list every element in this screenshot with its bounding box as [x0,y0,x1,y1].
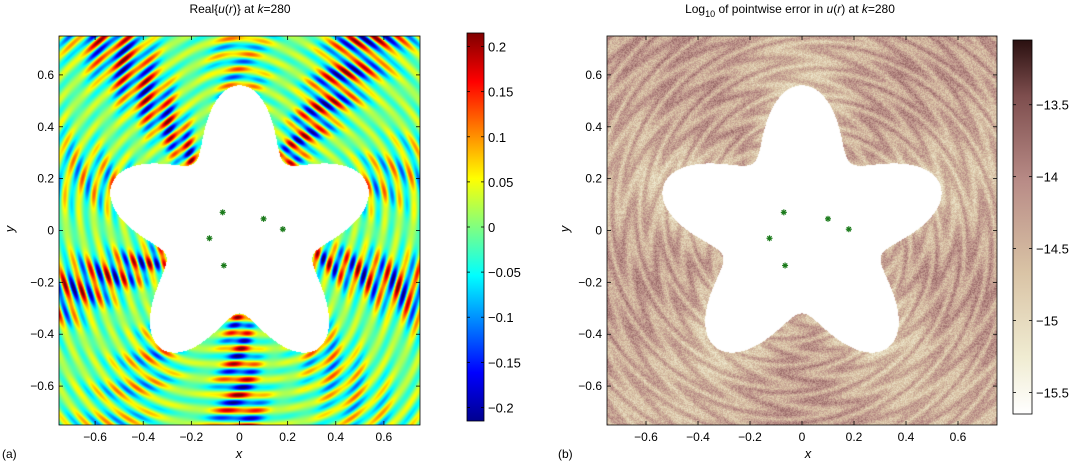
panel-b-source-point [766,235,773,242]
panel-a-xtick-label: −0.4 [131,430,155,444]
panel-a-colorbar: 0.2 0.15 0.1 0.05 0 −0.05 −0.1 −0.15 −0.2 [466,32,521,422]
panel-b-colorbar-ticks: −13.5 −14 −14.5 −15 −15.5 [1013,98,1069,400]
panel-a-xtick-label: 0.2 [279,430,296,444]
panel-a-ytick-label: 0 [47,224,54,238]
panel-a-ytick-label: 0.2 [37,172,54,186]
panel-a-xtick-label: −0.2 [180,430,204,444]
panel-a-ytick-label: −0.4 [30,327,54,341]
panel-a-label: (a) [2,447,17,461]
panel-b-ytick-label: 0.2 [585,172,602,186]
panel-b-ylabel: y [557,224,572,233]
panel-b-colorbar-tick-label: −13.5 [1036,98,1069,113]
panel-a-colorbar-tick-label: 0.1 [488,130,506,145]
panel-b: Log10 of pointwise error in u(r) at k=28… [557,2,1069,461]
panel-b-source-markers [766,209,852,269]
panel-b-label: (b) [558,447,573,461]
panel-a-colorbar-tick-label: −0.1 [488,310,514,325]
panel-b-colorbar: −13.5 −14 −14.5 −15 −15.5 [1012,39,1069,415]
panel-a-source-point [279,226,286,233]
panel-a: Real{u(r)} at k=280 −0.6 −0.4 −0.2 0 0.2 0.4 0… [2,2,521,461]
panel-b-xtick-label: −0.2 [738,430,762,444]
panel-a-title: Real{u(r)} at k=280 [189,2,290,16]
panel-b-ytick-label: 0.4 [585,120,602,134]
panel-b-source-point [825,215,831,222]
panel-a-source-markers [206,209,286,269]
panel-b-ticks: −0.6 −0.4 −0.2 0 0.2 0.4 0.6 0.6 0.4 0.2 0 −0.2 −0.4… [578,36,997,444]
panel-a-ticks: −0.6 −0.4 −0.2 0 0.2 0.4 0.6 0.6 0.4 0.2 0 −0.2 −0.4… [30,36,420,444]
panel-b-colorbar-tick-label: −15 [1036,314,1058,329]
panel-b-colorbar-gradient [1012,39,1033,415]
panel-a-colorbar-tick-label: 0.15 [488,85,513,100]
panel-b-ytick-label: −0.2 [578,275,602,289]
panel-b-source-point [780,209,787,216]
panel-a-xtick-label: 0 [236,430,243,444]
panel-a-source-point [260,215,267,222]
panel-b-xtick-label: −0.4 [686,430,710,444]
panel-a-source-point [206,235,213,242]
panel-a-plot-area: −0.6 −0.4 −0.2 0 0.2 0.4 0.6 0.6 0.4 0.2 0 −0.2 −0.4… [30,35,421,444]
panel-b-xtick-label: 0.4 [898,430,915,444]
panel-b-xtick-label: 0.2 [846,430,863,444]
panel-b-colorbar-tick-label: −15.5 [1036,385,1069,400]
panel-b-ytick-label: 0.6 [585,68,602,82]
panel-a-xtick-label: −0.6 [83,430,107,444]
panel-b-xtick-label: −0.6 [634,430,658,444]
panel-b-xlabel: x [804,446,812,461]
panel-a-xtick-label: 0.6 [376,430,393,444]
panel-a-ytick-label: −0.2 [30,275,54,289]
panel-b-xtick-label: 0 [799,430,806,444]
panel-a-source-point [219,209,226,216]
panel-a-ytick-label: 0.4 [37,120,54,134]
panel-b-ytick-label: −0.4 [578,327,602,341]
panel-b-colorbar-tick-label: −14 [1036,170,1058,185]
panel-b-plot-area: −0.6 −0.4 −0.2 0 0.2 0.4 0.6 0.6 0.4 0.2 0 −0.2 −0.4… [578,35,998,444]
panel-a-ylabel: y [2,224,17,233]
panel-a-colorbar-ticks: 0.2 0.15 0.1 0.05 0 −0.05 −0.1 −0.15 −0.2 [467,40,521,415]
panel-a-colorbar-tick-label: 0 [488,220,495,235]
panel-a-colorbar-tick-label: −0.2 [488,400,514,415]
panel-b-title: Log10 of pointwise error in u(r) at k=28… [685,2,895,19]
panel-b-xtick-label: 0.6 [950,430,967,444]
panel-a-heatmap [59,36,420,425]
panel-b-ytick-label: −0.6 [578,379,602,393]
panel-b-source-point [782,262,789,269]
panel-a-source-point [220,262,227,269]
panel-a-colorbar-tick-label: −0.05 [488,265,521,280]
panel-a-xtick-label: 0.4 [327,430,344,444]
panel-b-colorbar-tick-label: −14.5 [1036,242,1069,257]
panel-b-source-point [845,226,852,233]
panel-a-ytick-label: −0.6 [30,379,54,393]
panel-a-colorbar-tick-label: 0.2 [488,40,506,55]
panel-a-ytick-label: 0.6 [37,68,54,82]
panel-a-xlabel: x [235,446,243,461]
panel-a-colorbar-tick-label: 0.05 [488,175,513,190]
panel-b-ytick-label: 0 [595,224,602,238]
panel-b-heatmap [607,36,997,425]
panel-a-colorbar-tick-label: −0.15 [488,355,521,370]
